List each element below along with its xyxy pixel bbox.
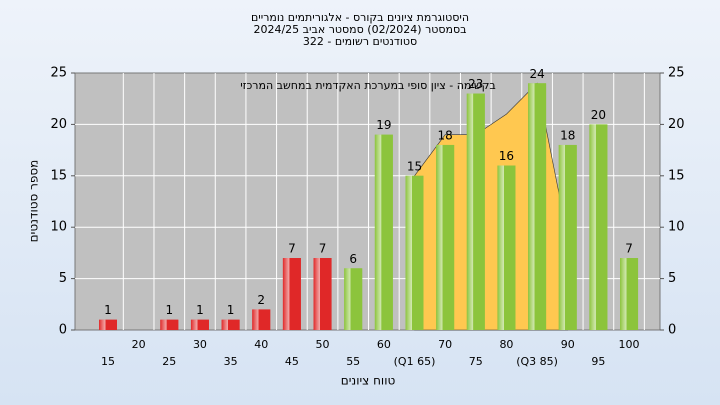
x-tick-label: 35 bbox=[224, 355, 238, 368]
chart-subtitle: בסמסטר (02/2024) סמסטר אביב 2024/25 bbox=[253, 23, 466, 36]
bar bbox=[620, 258, 639, 330]
value-label: 2 bbox=[257, 293, 265, 307]
bar bbox=[436, 144, 455, 330]
x-tick-label: 70 bbox=[438, 338, 452, 351]
bar bbox=[528, 83, 547, 330]
y2-tick-label: 25 bbox=[668, 66, 685, 81]
bar bbox=[99, 319, 117, 330]
x-tick-label: 30 bbox=[193, 338, 207, 351]
bar bbox=[190, 319, 209, 330]
bar bbox=[374, 134, 393, 330]
bar bbox=[558, 144, 577, 330]
y-tick-label: 5 bbox=[59, 271, 67, 286]
y2-tick-label: 5 bbox=[668, 271, 676, 286]
y-tick-label: 10 bbox=[50, 220, 67, 235]
y-tick-label: 0 bbox=[59, 323, 67, 338]
x-tick-label: 90 bbox=[561, 338, 575, 351]
value-label: 1 bbox=[227, 303, 235, 317]
value-label: 6 bbox=[349, 252, 357, 266]
value-label: 18 bbox=[560, 128, 575, 142]
bar bbox=[160, 319, 179, 330]
x-tick-label: 60 bbox=[377, 338, 391, 351]
bar bbox=[221, 319, 240, 330]
bar bbox=[282, 258, 301, 330]
y2-tick-label: 0 bbox=[668, 323, 676, 338]
x-tick-label: 95 bbox=[591, 355, 605, 368]
value-label: 7 bbox=[625, 242, 633, 256]
bar bbox=[252, 309, 271, 330]
value-label: 18 bbox=[438, 128, 453, 142]
value-label: 7 bbox=[319, 242, 327, 256]
x-tick-label: (Q1 65) bbox=[394, 355, 436, 368]
y2-tick-label: 20 bbox=[668, 117, 685, 132]
x-tick-label: 50 bbox=[316, 338, 330, 351]
bar bbox=[313, 258, 332, 330]
x-tick-label: 45 bbox=[285, 355, 299, 368]
x-tick-label: 100 bbox=[619, 338, 640, 351]
y2-tick-label: 15 bbox=[668, 168, 685, 183]
x-axis-label: טווח ציונים bbox=[341, 374, 396, 388]
bar bbox=[589, 124, 608, 331]
value-label: 24 bbox=[529, 67, 544, 81]
x-tick-label: 80 bbox=[499, 338, 513, 351]
chart-subtitle: סטודנטים רשומים - 322 bbox=[303, 35, 417, 48]
x-tick-label: 15 bbox=[101, 355, 115, 368]
x-tick-label: (Q3 85) bbox=[516, 355, 558, 368]
chart-title: היסטוגרמת ציונים בקורס - אלגוריתמים נומר… bbox=[251, 11, 469, 24]
x-tick-label: 75 bbox=[469, 355, 483, 368]
value-label: 1 bbox=[104, 303, 112, 317]
bar bbox=[405, 175, 424, 330]
x-tick-label: 20 bbox=[132, 338, 146, 351]
y2-tick-label: 10 bbox=[668, 220, 685, 235]
value-label: 19 bbox=[376, 118, 391, 132]
x-tick-label: 25 bbox=[162, 355, 176, 368]
bar bbox=[344, 268, 363, 330]
value-label: 16 bbox=[499, 149, 514, 163]
value-label: 1 bbox=[196, 303, 204, 317]
y-axis-label: מספר סטודנטים bbox=[27, 160, 41, 243]
x-tick-label: 40 bbox=[254, 338, 268, 351]
y-tick-label: 25 bbox=[50, 66, 67, 81]
value-label: 23 bbox=[468, 77, 483, 91]
bar bbox=[497, 165, 516, 330]
y-tick-label: 15 bbox=[50, 168, 67, 183]
value-label: 1 bbox=[165, 303, 173, 317]
value-label: 15 bbox=[407, 159, 422, 173]
y-tick-label: 20 bbox=[50, 117, 67, 132]
x-tick-label: 55 bbox=[346, 355, 360, 368]
annotation: בקשימה - ציון סופי במערכת האקדמית במחשב … bbox=[240, 79, 496, 92]
value-label: 7 bbox=[288, 242, 296, 256]
value-label: 20 bbox=[591, 108, 606, 122]
bar bbox=[466, 93, 485, 330]
